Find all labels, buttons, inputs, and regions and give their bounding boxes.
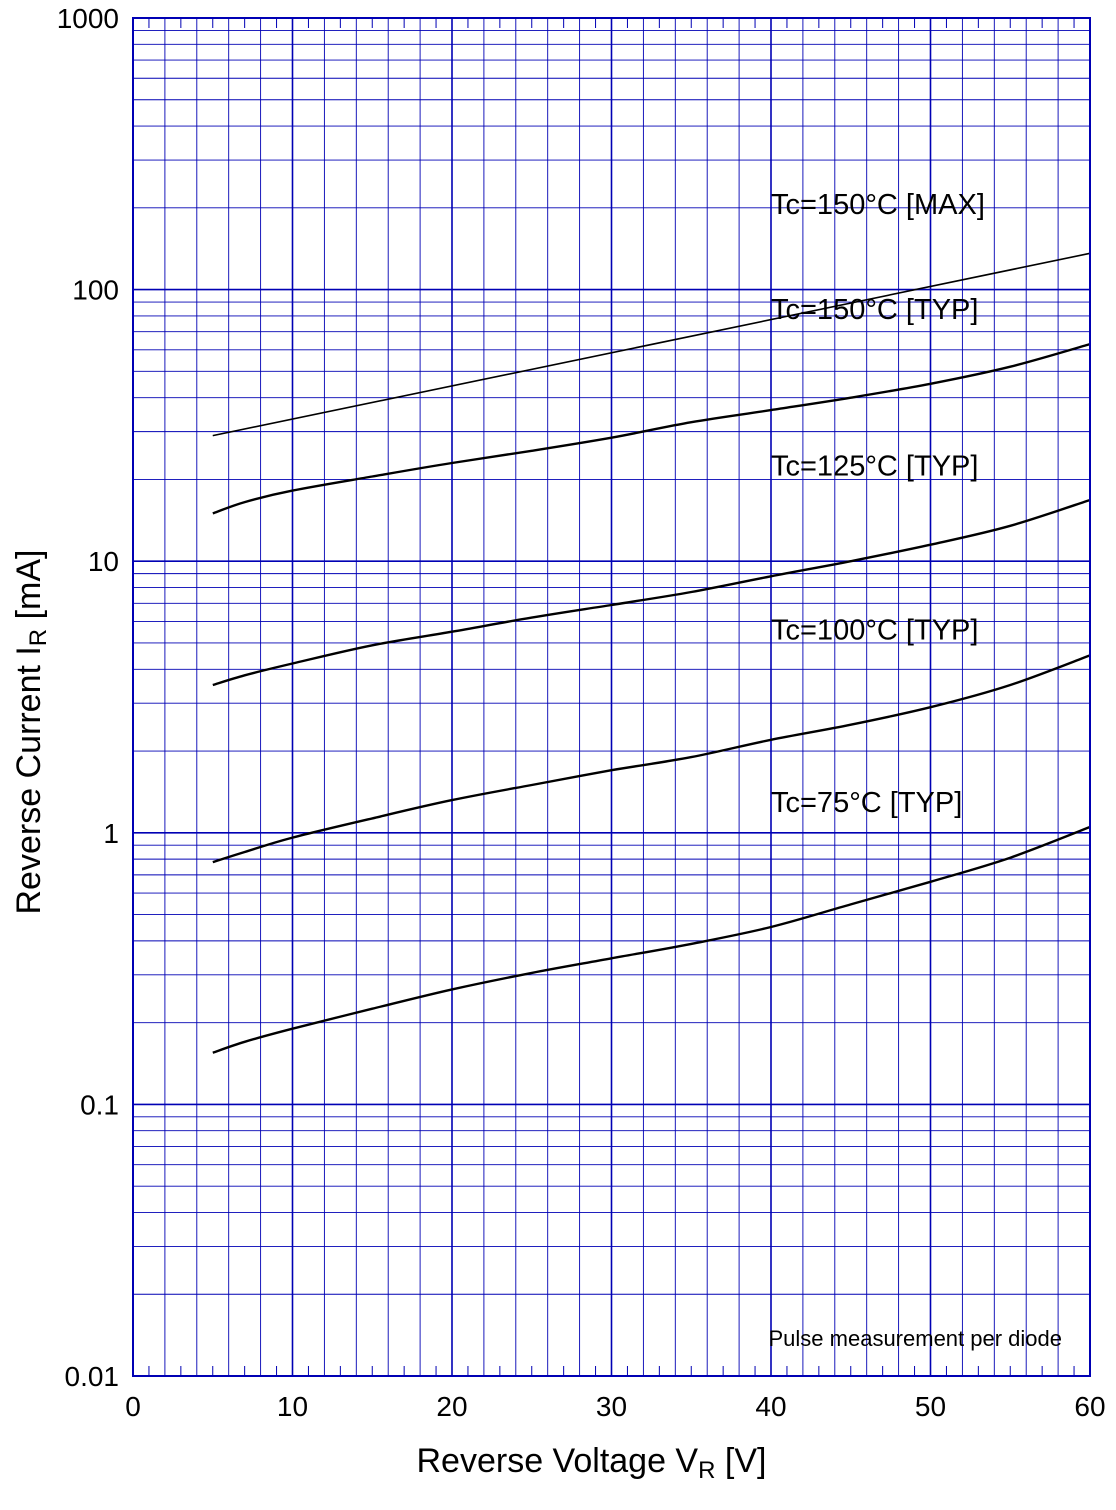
y-tick-label: 0.01 — [65, 1361, 120, 1392]
plot-frame — [132, 17, 1091, 1377]
x-tick-label: 30 — [596, 1391, 627, 1422]
y-tick-label: 10 — [88, 546, 119, 577]
series-line-1 — [212, 252, 1091, 437]
series-label-2: Tc=150°C [TYP] — [771, 294, 978, 326]
series-label-3: Tc=125°C [TYP] — [771, 451, 978, 483]
x-axis-title-sub: R — [698, 1457, 715, 1484]
y-tick-label: 1 — [103, 818, 119, 849]
y-tick-labels: 0.01 0.1 1 10 100 1000 — [57, 3, 119, 1392]
series-line-2 — [212, 342, 1091, 515]
x-axis-title: Reverse Voltage VR [V] — [417, 1442, 767, 1484]
x-axis-title-unit: [V] — [715, 1442, 766, 1480]
x-axis-title-main: Reverse Voltage V — [417, 1442, 699, 1480]
series-labels: Tc=150°C [MAX] Tc=150°C [TYP] Tc=125°C [TY… — [771, 189, 985, 819]
y-axis-title: Reverse Current IR [mA] — [10, 549, 52, 914]
x-tick-label: 0 — [125, 1391, 141, 1422]
x-tick-label: 10 — [277, 1391, 308, 1422]
y-axis-title-main: Reverse Current I — [10, 646, 48, 914]
x-tick-labels: 0 10 20 30 40 50 60 — [125, 1391, 1105, 1422]
y-axis-title-unit: [mA] — [10, 549, 48, 628]
plot-grid — [132, 18, 1091, 1377]
x-tick-label: 40 — [755, 1391, 786, 1422]
x-tick-label: 50 — [915, 1391, 946, 1422]
x-tick-label: 60 — [1074, 1391, 1105, 1422]
y-axis-title-sub: R — [25, 629, 52, 646]
pulse-measurement-note: Pulse measurement per diode — [769, 1326, 1063, 1351]
y-tick-label: 1000 — [57, 3, 119, 34]
series-line-3 — [212, 498, 1091, 687]
series-label-4: Tc=100°C [TYP] — [771, 615, 978, 647]
series-label-1: Tc=150°C [MAX] — [771, 189, 985, 221]
series-line-5 — [212, 825, 1091, 1054]
y-tick-label: 100 — [72, 275, 119, 306]
y-tick-label: 0.1 — [80, 1089, 119, 1120]
x-tick-label: 20 — [436, 1391, 467, 1422]
series-line-4 — [212, 654, 1091, 864]
series-layer — [212, 252, 1091, 1054]
series-label-5: Tc=75°C [TYP] — [771, 787, 962, 819]
